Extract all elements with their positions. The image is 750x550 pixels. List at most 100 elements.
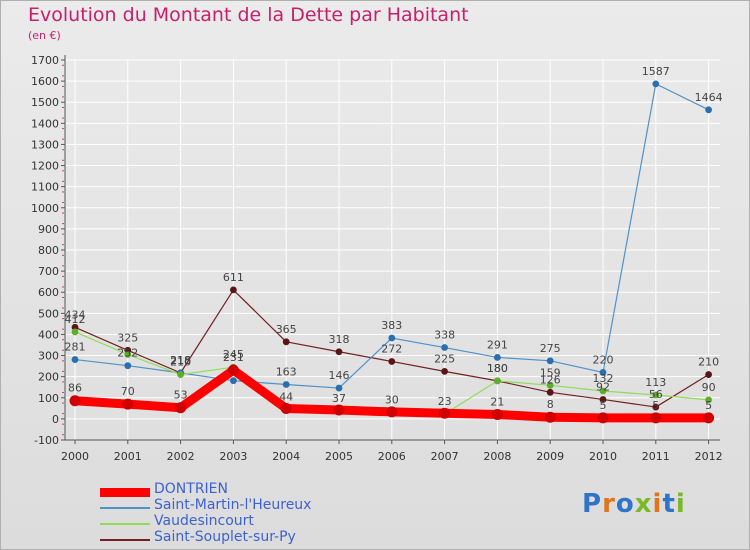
y-tick-label: 1600	[31, 75, 59, 88]
data-label: 218	[170, 354, 191, 367]
x-tick-label: 2010	[589, 450, 617, 463]
data-label: 210	[698, 356, 719, 369]
y-tick-label: 600	[38, 286, 59, 299]
data-point	[705, 371, 712, 378]
data-label: 5	[705, 399, 712, 412]
data-point	[388, 358, 396, 365]
data-point	[599, 387, 607, 395]
data-point	[124, 362, 132, 370]
data-label: 245	[223, 348, 244, 361]
data-label: 325	[117, 331, 138, 344]
data-point	[599, 396, 607, 403]
data-point	[652, 403, 660, 411]
data-label: 70	[121, 385, 135, 398]
data-label: 218	[170, 354, 191, 367]
legend-item: Vaudesincourt	[100, 513, 430, 532]
data-label: 5	[600, 399, 607, 412]
y-tick-label: 700	[38, 265, 59, 278]
data-label: 86	[68, 382, 82, 395]
data-point	[441, 367, 448, 375]
x-tick-label: 2012	[695, 450, 723, 463]
legend-item: Saint-Martin-l'Heureux	[100, 497, 430, 516]
data-point	[544, 411, 556, 423]
data-label: 210	[170, 356, 191, 369]
data-point	[650, 412, 662, 424]
data-point	[386, 406, 398, 418]
logo-letter: r	[602, 489, 616, 519]
y-tick-label: 900	[38, 223, 59, 236]
data-label: 21	[490, 395, 504, 408]
data-point	[333, 404, 345, 416]
y-tick-label: 800	[38, 244, 59, 257]
x-tick-label: 2004	[272, 450, 300, 463]
data-point	[230, 377, 237, 385]
data-point	[71, 356, 79, 363]
legend-item: Saint-Souplet-sur-Py	[100, 529, 430, 548]
data-label: 23	[438, 395, 452, 408]
y-tick-label: 0	[52, 413, 59, 426]
y-tick-label: 100	[38, 392, 59, 405]
data-label: 225	[434, 352, 455, 365]
legend-label: Vaudesincourt	[154, 513, 254, 529]
data-label: 5	[652, 399, 659, 412]
data-point	[491, 408, 503, 420]
data-point	[546, 388, 554, 396]
x-tick-label: 2002	[167, 450, 195, 463]
y-tick-label: 500	[38, 307, 59, 320]
data-label: 180	[487, 362, 508, 375]
data-point	[175, 402, 187, 414]
data-point	[597, 412, 609, 424]
legend-swatch	[100, 539, 150, 541]
data-label: 180	[487, 362, 508, 375]
logo-letter: t	[662, 489, 676, 519]
data-label: 37	[332, 392, 346, 405]
data-point	[439, 407, 451, 419]
y-tick-label: 1300	[31, 138, 59, 151]
data-label: 8	[547, 398, 554, 411]
data-point	[705, 396, 712, 404]
data-label: 163	[276, 365, 297, 378]
data-label: 132	[593, 372, 614, 385]
data-label: 231	[223, 351, 244, 364]
x-tick-label: 2000	[61, 450, 89, 463]
data-label: 92	[596, 380, 610, 393]
legend: DONTRIEN Saint-Martin-l'Heureux Vaudesinco…	[100, 481, 430, 548]
grid	[65, 59, 720, 441]
data-point	[282, 338, 290, 346]
data-point	[441, 344, 448, 351]
data-point	[599, 369, 607, 376]
data-label: 434	[65, 308, 86, 321]
data-point	[335, 384, 343, 392]
y-tick-label: 1400	[31, 117, 59, 130]
data-point	[177, 371, 185, 378]
data-label: 412	[65, 313, 86, 326]
data-label: 90	[702, 381, 716, 394]
data-point	[227, 364, 239, 376]
data-point	[652, 80, 660, 88]
data-label: 146	[329, 369, 350, 382]
legend-swatch	[100, 487, 150, 497]
data-point	[546, 381, 554, 389]
data-label: 252	[117, 347, 138, 360]
x-tick-label: 2005	[325, 450, 353, 463]
data-point	[494, 377, 501, 385]
y-tick-label: 1200	[31, 160, 59, 173]
y-tick-label: 1000	[31, 202, 59, 215]
data-point	[388, 334, 396, 342]
y-tick-label: 400	[38, 328, 59, 341]
data-label: 126	[540, 373, 561, 386]
y-tick-label: 1700	[31, 54, 59, 67]
data-point	[282, 381, 290, 388]
y-tick-label: -100	[34, 434, 59, 447]
x-tick-label: 2003	[219, 450, 247, 463]
chart-subtitle: (en €)	[28, 29, 61, 42]
data-point	[69, 395, 81, 407]
data-label: 1587	[642, 65, 670, 78]
proxiti-logo: Proxiti	[582, 489, 686, 519]
legend-swatch	[100, 507, 150, 509]
data-point	[335, 348, 343, 356]
data-label: 281	[65, 341, 86, 354]
series-lines	[69, 80, 715, 424]
